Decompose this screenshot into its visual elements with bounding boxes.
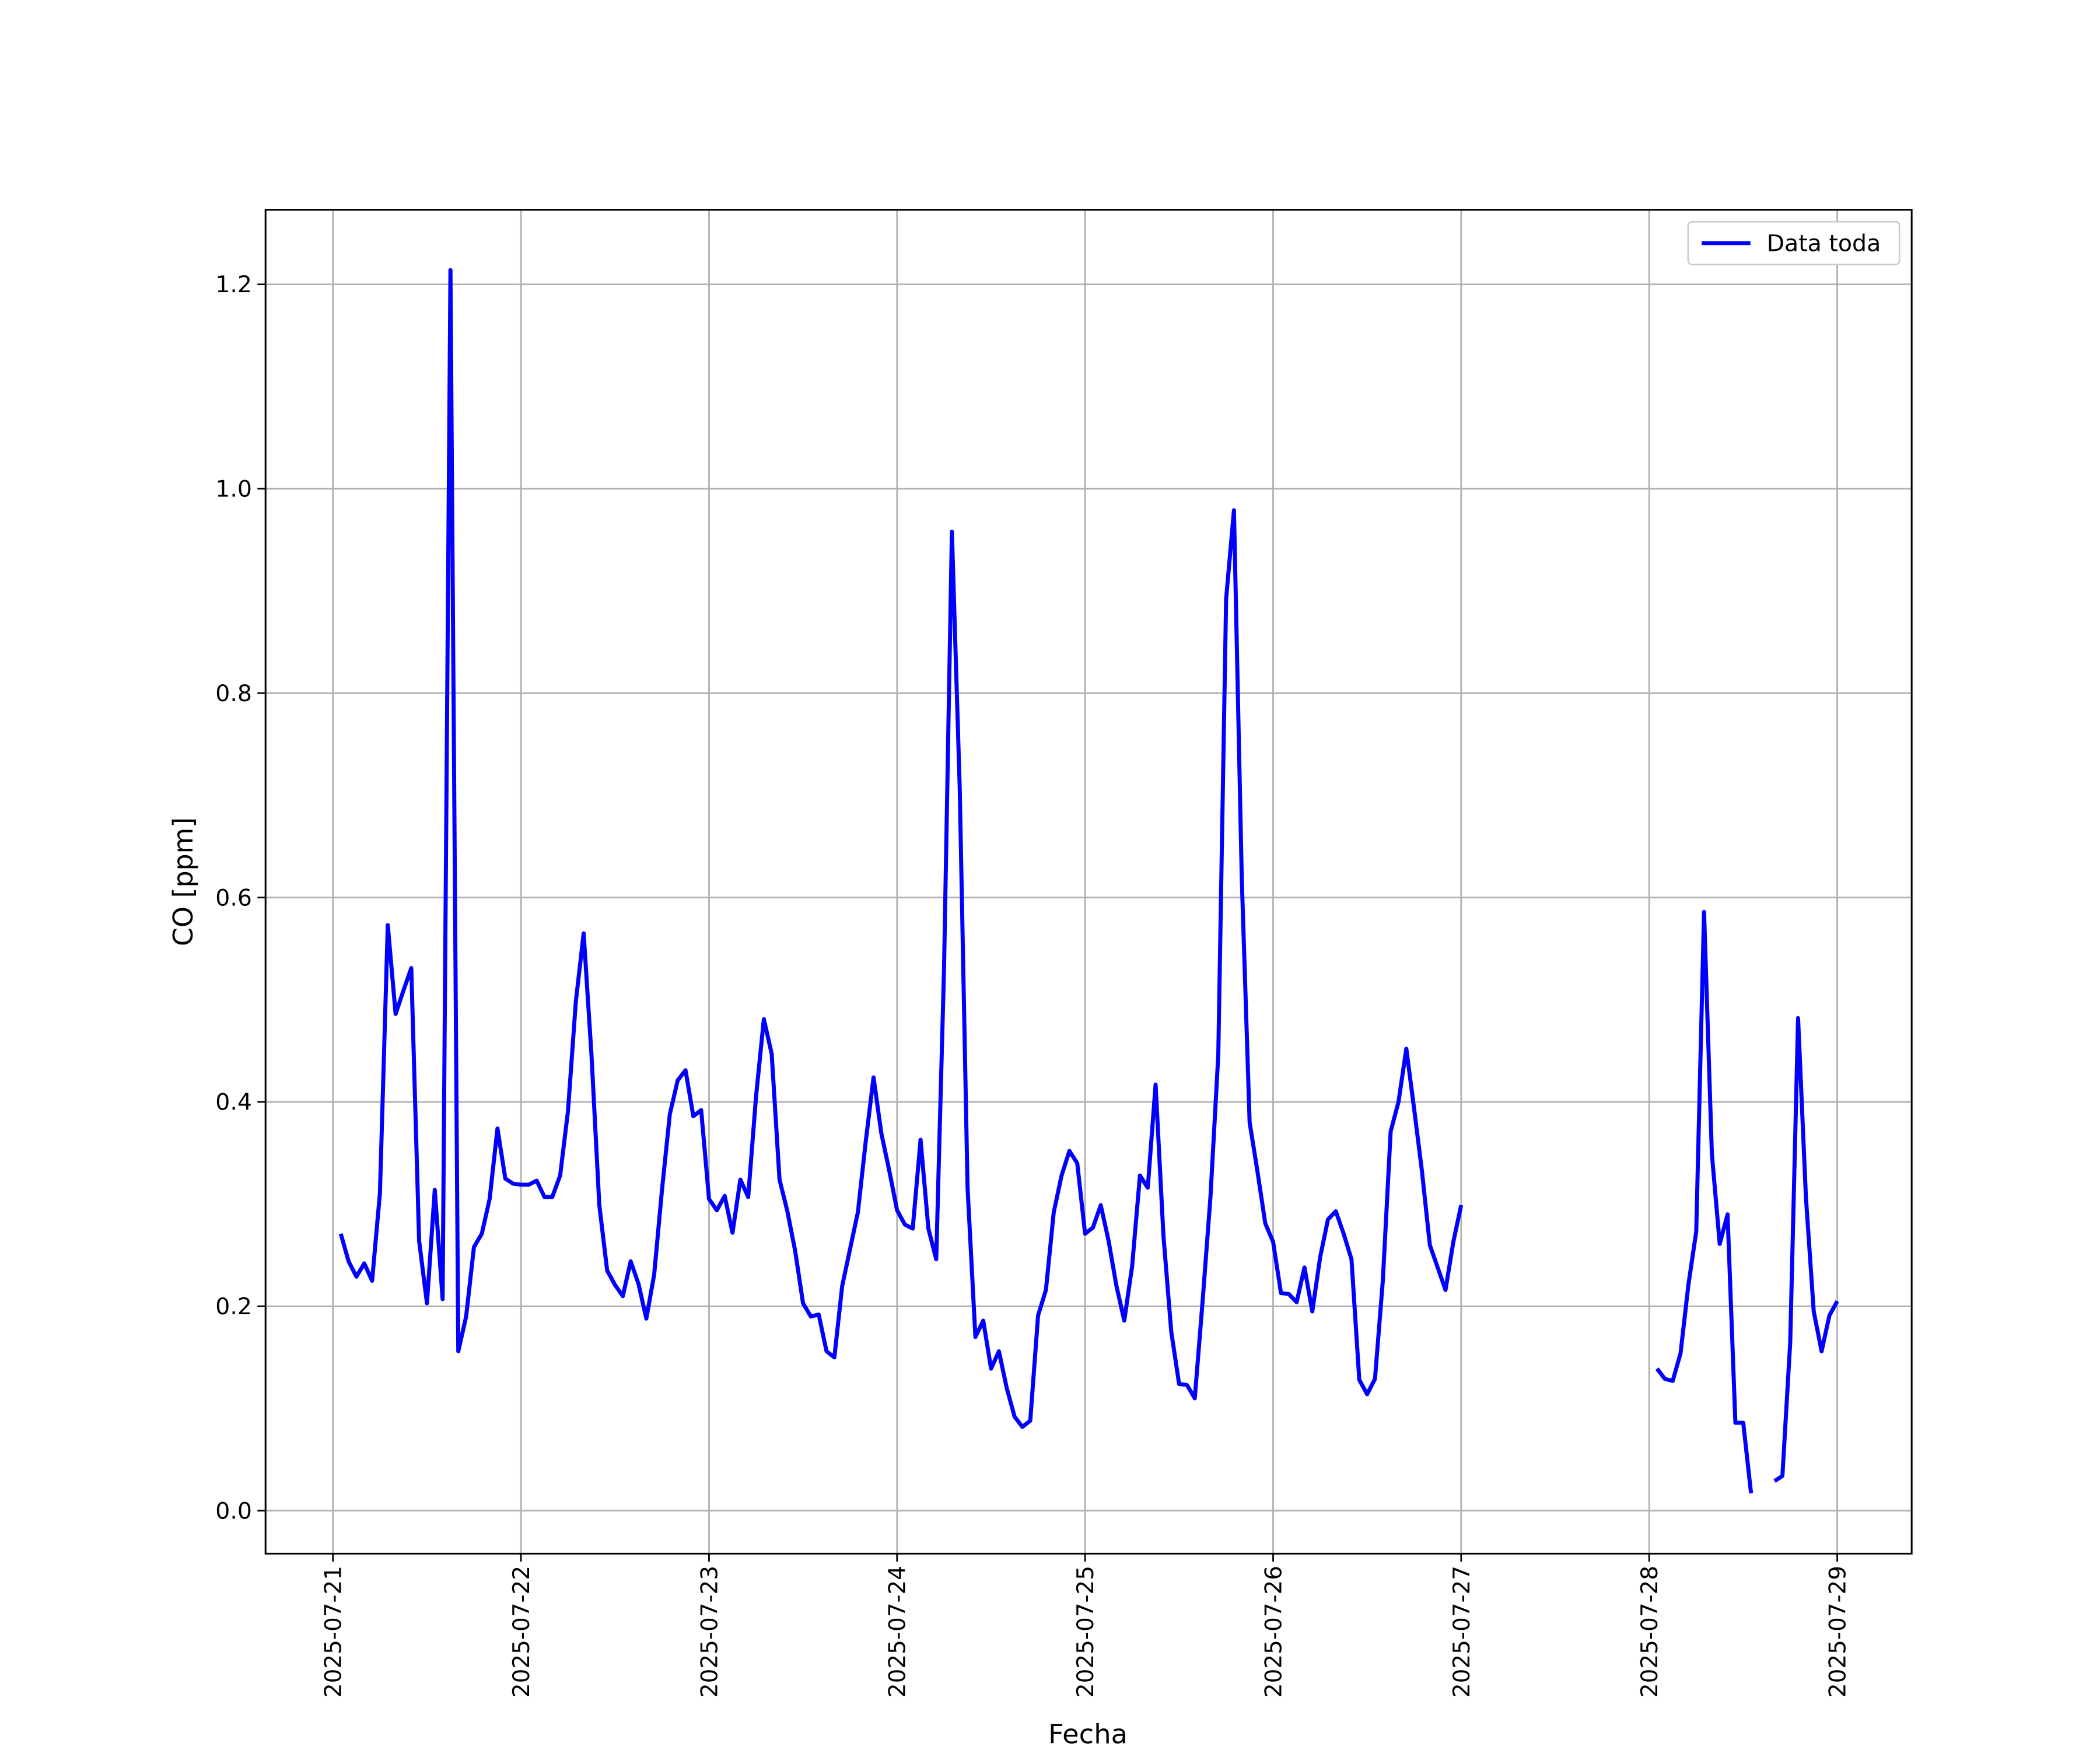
y-axis-label: CO [ppm] bbox=[167, 817, 199, 946]
data-line bbox=[338, 268, 1839, 1494]
legend-label: Data toda bbox=[1767, 231, 1881, 257]
y-tick-label: 1.0 bbox=[215, 477, 252, 503]
legend: Data toda bbox=[1687, 220, 1901, 265]
x-tick-label: 2025-07-26 bbox=[1261, 1566, 1287, 1698]
x-axis-label: Fecha bbox=[1048, 1718, 1128, 1750]
y-tick-label: 0.0 bbox=[215, 1499, 252, 1525]
grid bbox=[265, 209, 1912, 1554]
plot-area bbox=[338, 268, 1839, 1494]
axes-frame bbox=[264, 209, 1913, 1555]
y-tick-label: 0.2 bbox=[215, 1294, 252, 1320]
x-tick-label: 2025-07-29 bbox=[1825, 1566, 1851, 1698]
y-tick-label: 0.4 bbox=[215, 1090, 252, 1116]
x-tick-label: 2025-07-23 bbox=[696, 1566, 723, 1698]
legend-box bbox=[1687, 220, 1901, 265]
y-tick-label: 1.2 bbox=[215, 272, 252, 298]
x-tick-label: 2025-07-22 bbox=[509, 1566, 535, 1698]
x-tick-label: 2025-07-28 bbox=[1637, 1566, 1663, 1698]
x-tick-label: 2025-07-25 bbox=[1073, 1566, 1099, 1698]
x-tick-label: 2025-07-24 bbox=[884, 1566, 911, 1698]
y-tick-label: 0.6 bbox=[215, 886, 252, 912]
x-tick-label: 2025-07-21 bbox=[320, 1566, 346, 1698]
y-tick-label: 0.8 bbox=[215, 681, 252, 707]
x-tick-label: 2025-07-27 bbox=[1449, 1566, 1475, 1698]
